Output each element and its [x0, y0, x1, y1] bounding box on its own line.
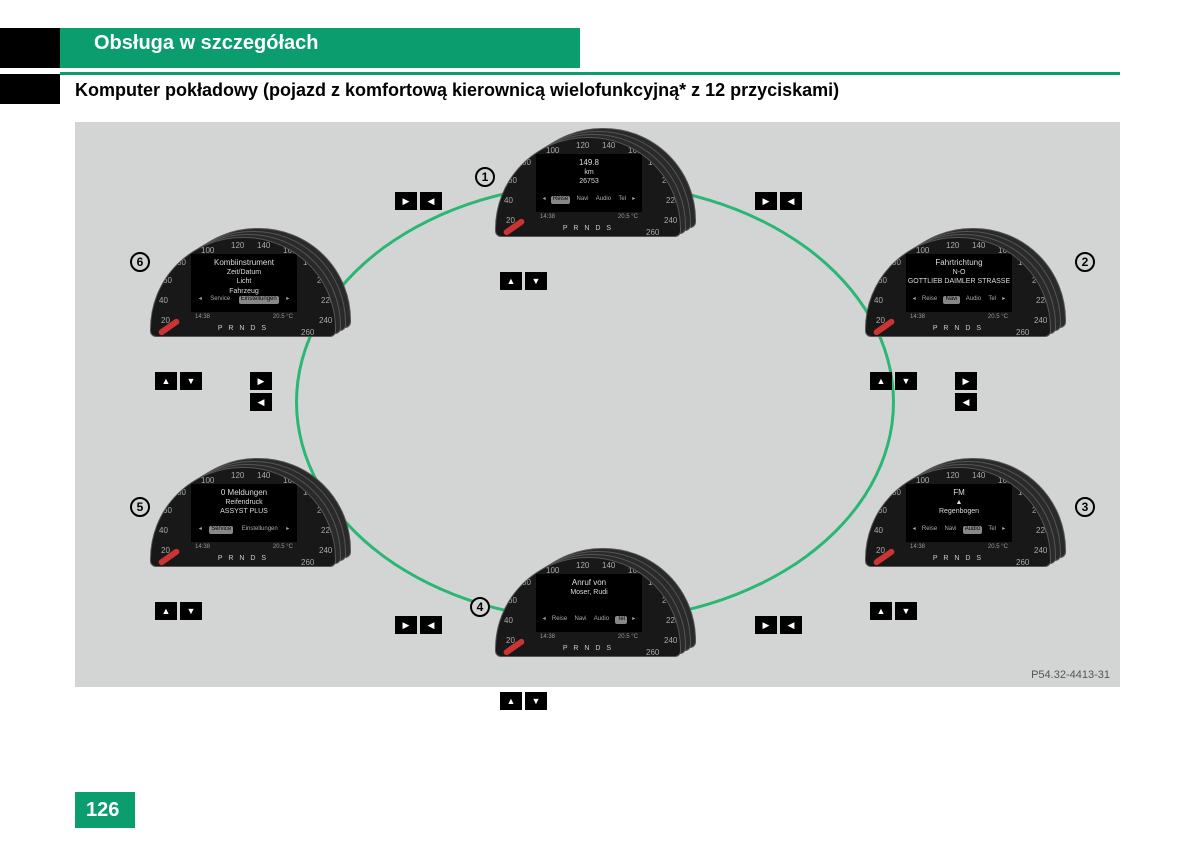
nav-btn[interactable]: ◀ [780, 192, 802, 210]
gauge-4: 20406080100120140160180200220240260 Anru… [495, 557, 695, 669]
page-number: 126 [86, 799, 119, 822]
gauge-6: 20406080100120140160180200220240260 Komb… [150, 237, 350, 349]
nav-btn[interactable]: ◀ [420, 192, 442, 210]
nav-buttons: ▶◀ [955, 372, 977, 411]
marker-4: 4 [470, 597, 490, 617]
nav-btn[interactable]: ◀ [955, 393, 977, 411]
nav-buttons: ▲▼ [155, 602, 202, 620]
figure-reference: P54.32-4413-31 [1031, 669, 1110, 681]
nav-btn[interactable]: ▶ [250, 372, 272, 390]
nav-buttons: ▶◀ [755, 616, 802, 634]
nav-btn[interactable]: ▶ [755, 192, 777, 210]
divider [60, 72, 1120, 75]
nav-btn[interactable]: ▲ [500, 692, 522, 710]
sub-accent [0, 74, 60, 104]
nav-btn[interactable]: ▶ [755, 616, 777, 634]
nav-btn[interactable]: ▼ [525, 692, 547, 710]
gauge-3: 20406080100120140160180200220240260 FM▲R… [865, 467, 1065, 579]
nav-btn[interactable]: ▼ [180, 372, 202, 390]
gauge-5: 20406080100120140160180200220240260 0 Me… [150, 467, 350, 579]
nav-buttons: ▲▼ [155, 372, 202, 390]
nav-buttons: ▲▼ [870, 602, 917, 620]
nav-btn[interactable]: ▲ [870, 602, 892, 620]
nav-buttons: ▲▼ [500, 272, 547, 290]
nav-btn[interactable]: ▼ [895, 602, 917, 620]
nav-buttons: ▶◀ [395, 192, 442, 210]
nav-btn[interactable]: ▲ [155, 372, 177, 390]
nav-btn[interactable]: ◀ [780, 616, 802, 634]
nav-btn[interactable]: ▶ [395, 616, 417, 634]
nav-btn[interactable]: ▲ [155, 602, 177, 620]
header-accent [0, 28, 60, 68]
marker-6: 6 [130, 252, 150, 272]
nav-buttons: ▶◀ [250, 372, 272, 411]
nav-buttons: ▲▼ [500, 692, 547, 710]
nav-btn[interactable]: ▲ [500, 272, 522, 290]
gauge-2: 20406080100120140160180200220240260 Fahr… [865, 237, 1065, 349]
nav-btn[interactable]: ▼ [895, 372, 917, 390]
nav-btn[interactable]: ▼ [180, 602, 202, 620]
nav-buttons: ▲▼ [870, 372, 917, 390]
nav-buttons: ▶◀ [755, 192, 802, 210]
marker-2: 2 [1075, 252, 1095, 272]
nav-btn[interactable]: ◀ [250, 393, 272, 411]
gauge-1: 20406080100120140160180200220240260 149.… [495, 137, 695, 249]
subtitle: Komputer pokładowy (pojazd z komfortową … [75, 80, 839, 101]
marker-5: 5 [130, 497, 150, 517]
marker-3: 3 [1075, 497, 1095, 517]
nav-btn[interactable]: ▼ [525, 272, 547, 290]
nav-btn[interactable]: ◀ [420, 616, 442, 634]
marker-1: 1 [475, 167, 495, 187]
header-title: Obsługa w szczegółach [94, 32, 319, 55]
main-figure: 20406080100120140160180200220240260 149.… [75, 122, 1120, 687]
nav-buttons: ▶◀ [395, 616, 442, 634]
nav-btn[interactable]: ▲ [870, 372, 892, 390]
nav-btn[interactable]: ▶ [395, 192, 417, 210]
nav-btn[interactable]: ▶ [955, 372, 977, 390]
